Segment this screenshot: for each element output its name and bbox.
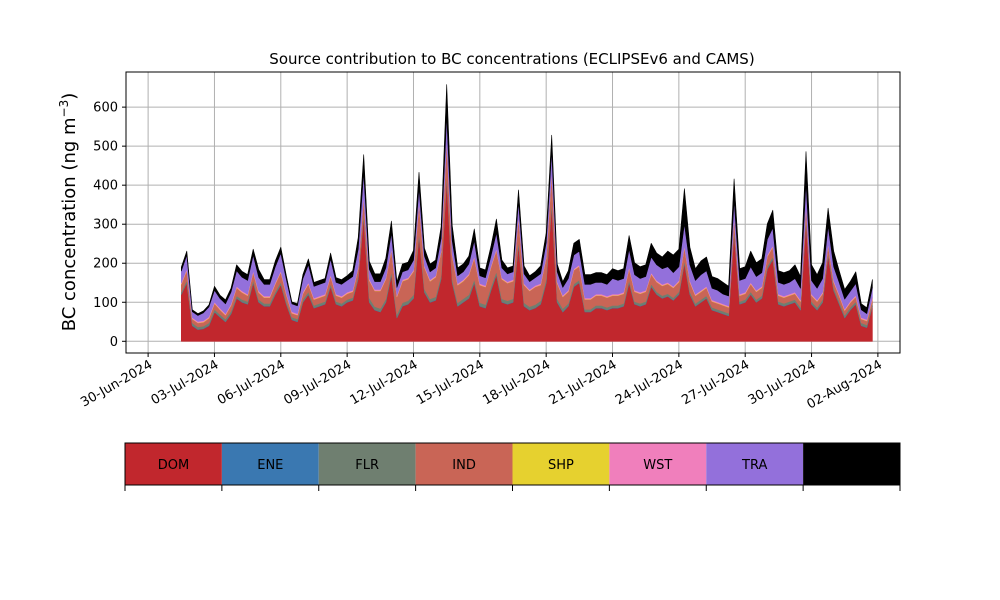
y-tick-label: 400 (93, 179, 118, 194)
x-tick-label: 30-Jun-2024 (78, 357, 155, 410)
legend-swatch-dom (125, 443, 222, 485)
x-tick-label: 24-Jul-2024 (613, 357, 686, 408)
x-tick-label: 21-Jul-2024 (547, 357, 620, 408)
x-tick-label: 27-Jul-2024 (679, 357, 752, 408)
y-tick-label: 600 (93, 101, 118, 116)
legend-swatch-shp (512, 443, 610, 485)
color-legend: DOM ENE FLR IND SHP WST TRA BB (124, 442, 901, 491)
plot-frame (125, 71, 901, 354)
legend-label-dom: DOM (158, 458, 189, 473)
legend-label-wst: WST (643, 458, 672, 473)
x-tick-label: 15-Jul-2024 (414, 357, 487, 408)
legend-label-flr: FLR (355, 458, 379, 473)
y-tick-label: 0 (110, 335, 118, 350)
x-tick-label: 09-Jul-2024 (281, 357, 354, 408)
area-bb (181, 84, 873, 316)
y-tick-label: 200 (93, 257, 118, 272)
legend-swatch-ind (415, 443, 513, 485)
legend-label-bb: BB (843, 458, 861, 473)
legend-label-tra: TRA (741, 458, 767, 473)
legend-label-ene: ENE (257, 458, 283, 473)
y-tick-label: 100 (93, 296, 118, 311)
stacked-areas (181, 84, 873, 342)
legend-swatch-wst (609, 443, 707, 485)
chart-title: Source contribution to BC concentrations… (269, 50, 754, 68)
y-axis-label: BC concentration (ng m−3) (57, 93, 80, 332)
legend-swatch-flr (318, 443, 416, 485)
legend-frame (124, 442, 901, 486)
legend-swatch-ene (221, 443, 319, 485)
y-tick-label: 500 (93, 140, 118, 155)
legend-label-shp: SHP (548, 458, 574, 473)
x-tick-label: 06-Jul-2024 (215, 357, 288, 408)
x-tick-label: 12-Jul-2024 (348, 357, 421, 408)
legend-swatch-bb (803, 443, 900, 485)
legend-label-ind: IND (452, 458, 476, 473)
y-tick-label: 300 (93, 218, 118, 233)
legend-swatch-tra (706, 443, 804, 485)
x-axis: 30-Jun-202403-Jul-202406-Jul-202409-Jul-… (78, 353, 885, 413)
x-tick-label: 03-Jul-2024 (149, 357, 222, 408)
y-axis: 0 100 200 300 400 500 600 (93, 101, 126, 350)
x-tick-label: 02-Aug-2024 (805, 357, 885, 412)
x-tick-label: 18-Jul-2024 (480, 357, 553, 408)
